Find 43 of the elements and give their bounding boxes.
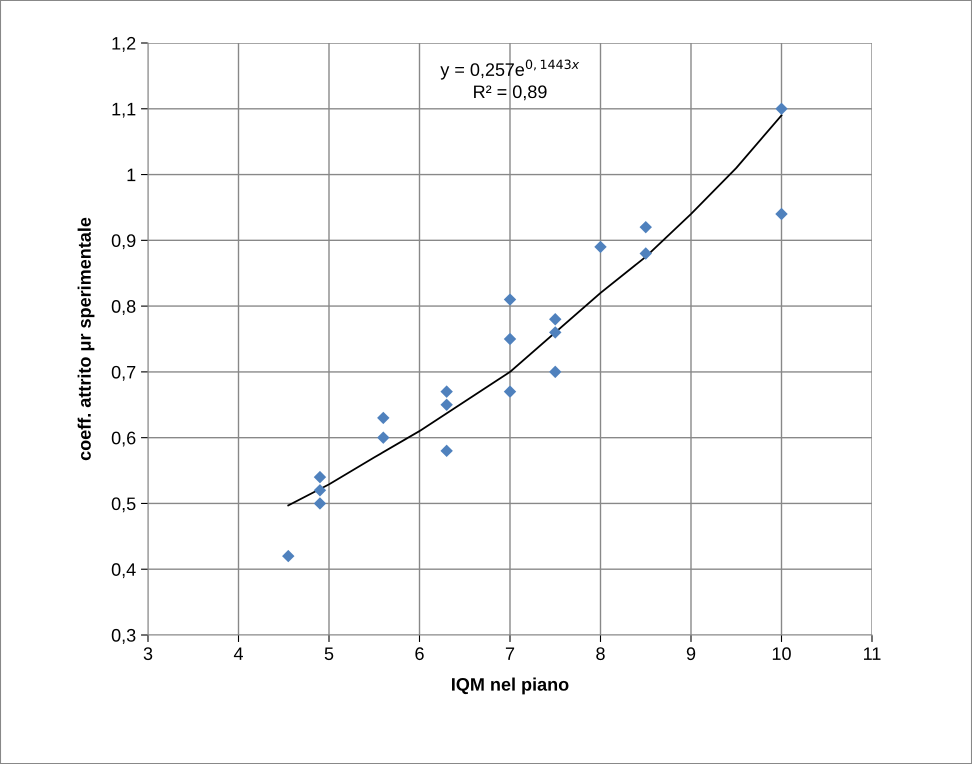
point <box>282 550 294 562</box>
point <box>640 247 652 260</box>
point <box>440 398 453 411</box>
x-tick-label: 4 <box>234 647 243 660</box>
point <box>504 332 516 346</box>
point <box>549 366 562 378</box>
point <box>314 497 326 510</box>
x-axis-title: IQM nel piano <box>452 678 568 694</box>
y-tick-label: 0,5 <box>112 497 136 512</box>
point <box>549 313 562 326</box>
x-tick-label: 5 <box>324 647 334 660</box>
x-tick-label: 7 <box>506 647 514 660</box>
y-tick-label: 1 <box>128 168 136 182</box>
y-tick-label: 0,8 <box>112 300 136 315</box>
annotation: R² = 0,89 <box>474 85 547 100</box>
point <box>377 412 390 424</box>
y-tick-label: 1,1 <box>112 102 136 118</box>
y-tick-label: 1,2 <box>112 36 136 52</box>
annotation: y = 0,257e$^{0,1443x}$ <box>440 60 580 80</box>
x-tick-label: 11 <box>864 647 880 660</box>
x-tick-label: 10 <box>772 647 791 660</box>
point <box>440 385 453 398</box>
y-tick-label: 0,9 <box>112 234 136 250</box>
point <box>377 431 390 444</box>
point <box>640 220 652 234</box>
point <box>594 240 607 254</box>
y-axis-title: coeff. attrito μr sperimentale <box>78 218 94 460</box>
x-tick-label: 9 <box>686 647 696 660</box>
point <box>314 484 326 496</box>
point <box>504 385 516 398</box>
point <box>775 102 788 115</box>
y-tick-label: 0,3 <box>112 628 136 644</box>
y-tick-label: 0,6 <box>112 432 136 447</box>
point <box>504 293 516 306</box>
x-tick-label: 3 <box>144 647 152 660</box>
point <box>775 208 788 220</box>
point <box>440 444 453 458</box>
point <box>314 470 326 484</box>
y-tick-label: 0,4 <box>112 563 136 578</box>
y-tick-label: 0,7 <box>112 366 136 381</box>
x-tick-label: 8 <box>596 647 605 660</box>
point <box>549 326 562 339</box>
x-tick-label: 6 <box>415 647 424 660</box>
